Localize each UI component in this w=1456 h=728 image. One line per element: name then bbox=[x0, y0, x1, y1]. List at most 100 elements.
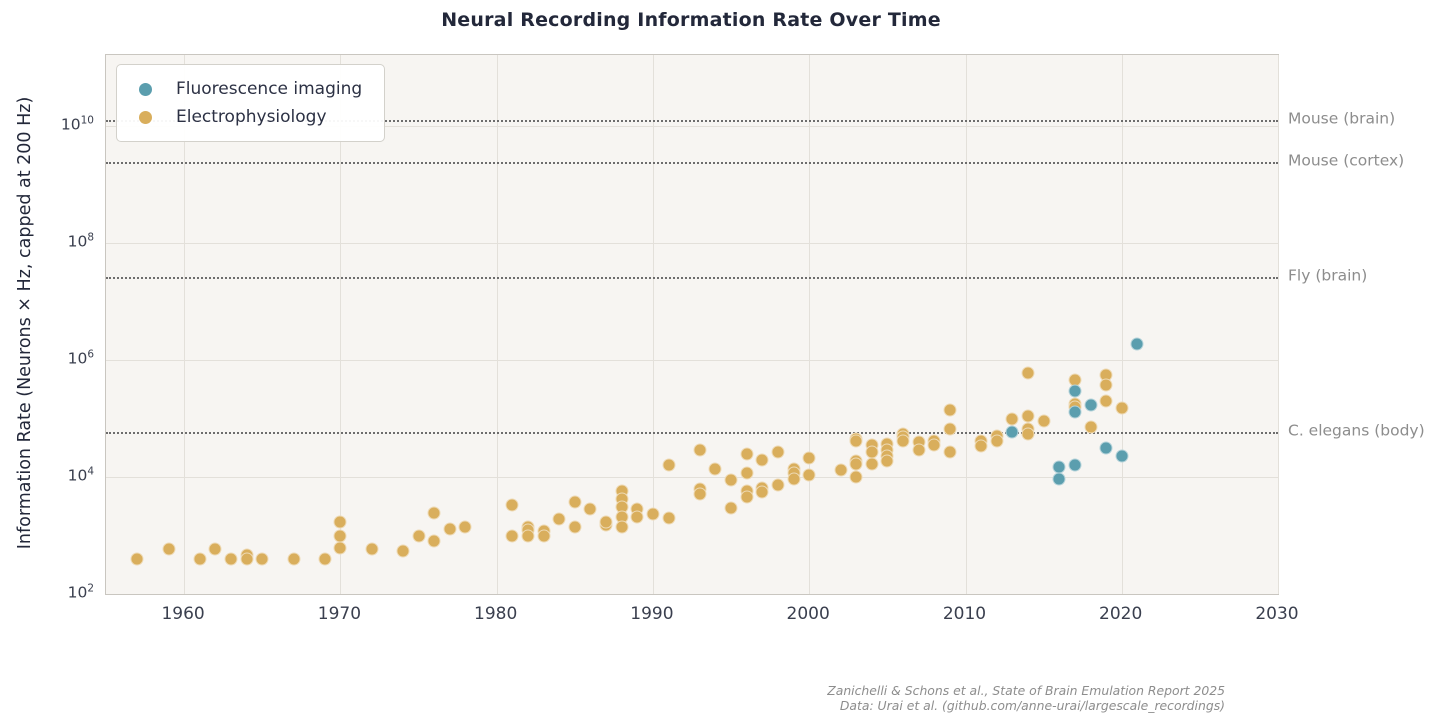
data-point bbox=[1084, 398, 1097, 412]
reference-line bbox=[106, 277, 1278, 280]
data-point bbox=[599, 515, 613, 529]
data-point bbox=[724, 501, 738, 515]
data-point bbox=[1005, 425, 1019, 439]
x-gridline bbox=[652, 55, 654, 594]
data-point bbox=[208, 542, 222, 555]
data-point bbox=[1037, 414, 1051, 428]
y-tick-label: 106 bbox=[67, 348, 94, 368]
y-tick-label: 104 bbox=[67, 465, 94, 485]
data-point bbox=[740, 447, 754, 461]
data-point bbox=[849, 470, 863, 484]
chart-title: Neural Recording Information Rate Over T… bbox=[441, 9, 941, 31]
data-point bbox=[505, 498, 519, 511]
data-point bbox=[771, 445, 785, 459]
reference-line bbox=[106, 161, 1278, 164]
data-point bbox=[240, 552, 254, 566]
data-point bbox=[412, 529, 425, 542]
data-point bbox=[333, 541, 347, 555]
plot-area: Fluorescence imaging Electrophysiology bbox=[105, 54, 1279, 595]
x-tick-label: 1980 bbox=[474, 604, 518, 624]
data-point bbox=[193, 552, 207, 566]
data-point bbox=[927, 438, 941, 452]
data-point bbox=[662, 458, 676, 472]
y-tick-label: 1010 bbox=[60, 114, 94, 134]
caption-line-2: Data: Urai et al. (github.com/anne-urai/… bbox=[839, 698, 1225, 713]
data-point bbox=[583, 502, 597, 515]
data-point bbox=[693, 487, 707, 501]
fluorescence-marker-icon bbox=[139, 82, 152, 96]
data-point bbox=[865, 457, 879, 471]
data-point bbox=[568, 520, 582, 534]
data-point bbox=[1052, 460, 1066, 474]
data-point bbox=[1021, 427, 1035, 441]
data-point bbox=[849, 457, 863, 471]
x-gridline bbox=[496, 55, 498, 594]
data-point bbox=[787, 472, 801, 486]
x-gridline bbox=[1278, 55, 1279, 594]
reference-label: Fly (brain) bbox=[1288, 267, 1368, 286]
data-point bbox=[1084, 420, 1097, 434]
y-gridline bbox=[106, 477, 1278, 479]
legend-label: Electrophysiology bbox=[176, 107, 327, 127]
x-tick-label: 2010 bbox=[942, 604, 987, 624]
data-point bbox=[755, 453, 769, 466]
data-point bbox=[287, 552, 300, 566]
data-point bbox=[130, 552, 144, 566]
electrophysiology-marker-icon bbox=[139, 110, 152, 124]
data-point bbox=[365, 542, 379, 555]
data-point bbox=[318, 552, 332, 566]
reference-line bbox=[106, 119, 1278, 122]
data-point bbox=[662, 511, 676, 525]
data-point bbox=[1021, 366, 1035, 380]
data-point bbox=[1021, 409, 1035, 423]
x-gridline bbox=[184, 55, 186, 594]
data-point bbox=[1099, 378, 1113, 392]
data-point bbox=[755, 485, 769, 499]
data-point bbox=[724, 473, 738, 487]
y-gridline bbox=[106, 360, 1278, 362]
x-tick-label: 2000 bbox=[786, 604, 830, 624]
x-gridline bbox=[1121, 55, 1123, 594]
y-tick-label: 108 bbox=[67, 231, 94, 251]
data-point bbox=[537, 529, 550, 542]
data-point bbox=[802, 468, 816, 482]
data-point bbox=[896, 434, 910, 448]
reference-label: C. elegans (body) bbox=[1288, 421, 1425, 440]
data-point bbox=[943, 445, 957, 459]
data-point bbox=[443, 522, 457, 536]
x-tick-label: 2030 bbox=[1255, 604, 1299, 624]
data-point bbox=[912, 443, 926, 457]
data-point bbox=[880, 454, 894, 468]
data-point bbox=[1068, 458, 1082, 472]
caption-line-1: Zanichelli & Schons et al., State of Bra… bbox=[827, 683, 1225, 698]
data-point bbox=[505, 529, 519, 542]
y-gridline bbox=[106, 126, 1278, 128]
data-point bbox=[740, 466, 754, 479]
legend: Fluorescence imaging Electrophysiology bbox=[116, 64, 386, 142]
x-tick-label: 1970 bbox=[317, 604, 362, 624]
data-point bbox=[693, 443, 707, 457]
data-point bbox=[521, 529, 535, 542]
data-point bbox=[1068, 405, 1082, 419]
data-point bbox=[1099, 394, 1113, 408]
x-tick-label: 1990 bbox=[630, 604, 674, 624]
reference-label: Mouse (cortex) bbox=[1288, 151, 1405, 170]
data-point bbox=[1115, 401, 1129, 415]
data-point bbox=[943, 422, 957, 436]
x-gridline bbox=[340, 55, 342, 594]
legend-item-electrophysiology: Electrophysiology bbox=[133, 103, 362, 131]
reference-line bbox=[106, 431, 1278, 434]
data-point bbox=[771, 478, 785, 492]
data-point bbox=[1052, 472, 1066, 486]
data-point bbox=[849, 434, 863, 448]
data-point bbox=[333, 515, 347, 529]
x-tick-label: 2020 bbox=[1099, 604, 1143, 624]
data-point bbox=[1115, 449, 1129, 463]
data-point bbox=[568, 495, 582, 509]
x-tick-label: 1960 bbox=[161, 604, 205, 624]
data-point bbox=[646, 507, 660, 521]
y-gridline bbox=[106, 243, 1278, 245]
data-point bbox=[834, 463, 847, 477]
reference-label: Mouse (brain) bbox=[1288, 109, 1396, 128]
